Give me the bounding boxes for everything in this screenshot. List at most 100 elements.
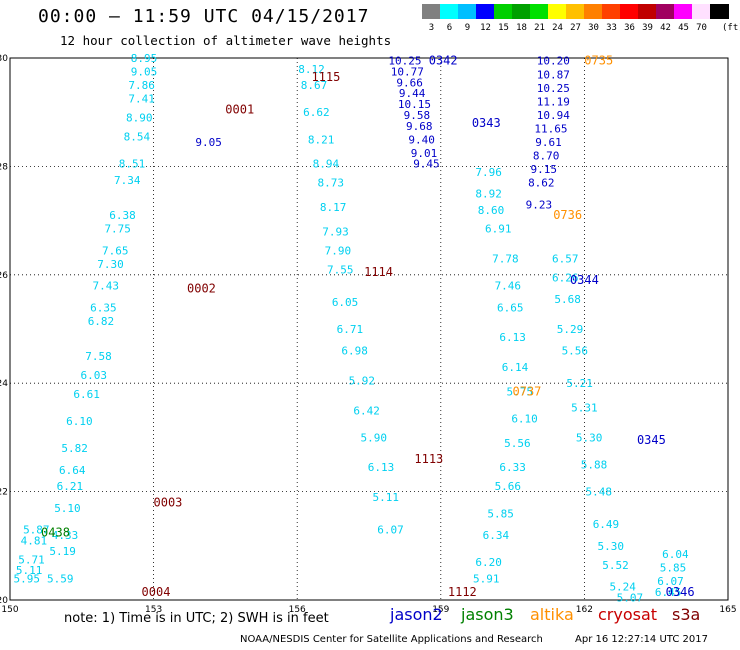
legend-label: 30 [588,23,599,33]
footer-note: note: 1) Time is in UTC; 2) SWH is in fe… [64,611,329,626]
wave-height-value: 6.13 [499,331,526,344]
satellite-label-cryosat: cryosat [598,605,658,624]
pass-label: 0002 [187,281,216,295]
lat-tick-label: 30 [0,54,8,64]
wave-height-value: 6.33 [499,461,526,474]
legend-swatch [530,4,549,19]
wave-height-value: 6.91 [485,223,512,236]
pass-label: 0344 [570,273,599,287]
legend-swatch [602,4,621,19]
legend-swatch [494,4,513,19]
wave-height-value: 8.92 [475,188,502,201]
legend-swatch [584,4,603,19]
wave-height-value: 8.62 [528,177,555,190]
wave-height-value: 7.93 [322,225,349,238]
legend-label: 9 [464,23,471,33]
wave-height-value: 7.34 [114,174,141,187]
pass-label: 0001 [225,102,254,116]
wave-height-value: 8.95 [131,52,158,65]
wave-height-value: 10.25 [537,82,570,95]
wave-height-value: 4.33 [52,529,79,542]
lat-tick-label: 24 [0,379,8,389]
satellite-label-jason3: jason3 [461,605,514,624]
wave-height-value: 6.10 [511,412,538,425]
wave-height-value: 5.07 [617,591,644,604]
wave-height-value: 8.60 [478,204,505,217]
wave-height-value: 6.14 [502,361,529,374]
legend-swatch [458,4,477,19]
legend-unit: (ft) [722,23,740,33]
lon-tick-label: 156 [289,605,306,615]
pass-label: 1113 [414,452,443,466]
wave-height-value: 9.68 [406,120,433,133]
wave-height-value: 9.58 [404,109,431,122]
legend-swatch [566,4,585,19]
wave-height-value: 5.19 [49,545,76,558]
lat-tick-label: 26 [0,271,8,281]
wave-height-value: 6.35 [90,301,117,314]
wave-height-value: 7.43 [92,280,119,293]
legend-swatch [710,4,729,19]
pass-label: 0736 [553,208,582,222]
wave-height-value: 10.15 [398,98,431,111]
wave-height-value: 9.66 [396,76,423,89]
legend-swatch [440,4,459,19]
wave-height-value: 10.77 [391,66,424,79]
pass-label: 0342 [429,54,458,68]
wave-height-value: 5.30 [576,431,603,444]
wave-height-value: 5.48 [586,486,613,499]
wave-height-value: 7.96 [475,166,502,179]
map-frame [9,57,729,601]
wave-height-value: 6.98 [341,345,368,358]
wave-height-value: 10.87 [537,68,570,81]
lon-tick-label: 159 [432,605,449,615]
wave-height-value: 6.57 [552,253,579,266]
wave-height-value: 6.38 [109,209,136,222]
satellite-label-altika: altika [530,605,574,624]
pass-label: 0343 [472,116,501,130]
wave-height-value: 5.59 [47,572,74,585]
legend-label: 42 [660,23,671,33]
wave-height-value: 11.19 [537,95,570,108]
legend-swatch [692,4,711,19]
legend-label: 18 [516,23,527,33]
wave-height-value: 9.01 [411,147,438,160]
pass-label: 0346 [666,585,695,599]
wave-height-value: 6.10 [66,415,93,428]
wave-height-value: 5.31 [571,402,598,415]
wave-height-value: 6.71 [337,323,364,336]
legend-swatch [656,4,675,19]
lat-tick-label: 20 [0,596,8,606]
wave-height-value: 6.49 [593,518,620,531]
wave-height-value: 6.34 [483,529,510,542]
wave-height-value: 9.40 [408,133,435,146]
wave-height-value: 7.86 [128,79,155,92]
wave-height-value: 7.75 [104,223,131,236]
wave-height-value: 6.62 [303,106,330,119]
wave-height-value: 5.92 [349,374,376,387]
wave-height-value: 10.20 [537,55,570,68]
wave-height-value: 8.17 [320,201,347,214]
pass-label: 0735 [584,54,613,68]
legend-label: 15 [498,23,509,33]
legend-label: 6 [446,23,453,33]
wave-height-value: 4.81 [21,534,48,547]
credit-line: NOAA/NESDIS Center for Satellite Applica… [240,634,543,645]
lat-tick-label: 28 [0,162,8,172]
wave-height-value: 6.45 [655,586,682,599]
wave-height-value: 8.94 [313,158,340,171]
wave-height-value: 8.54 [124,131,151,144]
wave-height-value: 5.24 [609,580,636,593]
legend-swatch [620,4,639,19]
wave-height-value: 5.85 [487,507,514,520]
legend-label: 12 [480,23,491,33]
wave-height-value: 5.66 [495,480,522,493]
lon-tick-label: 150 [1,605,18,615]
wave-height-value: 6.07 [657,575,684,588]
map-title: 00:00 – 11:59 UTC 04/15/2017 [38,6,370,27]
wave-height-value: 8.73 [317,177,344,190]
pass-label: 1115 [311,70,340,84]
legend-label: 39 [642,23,653,33]
